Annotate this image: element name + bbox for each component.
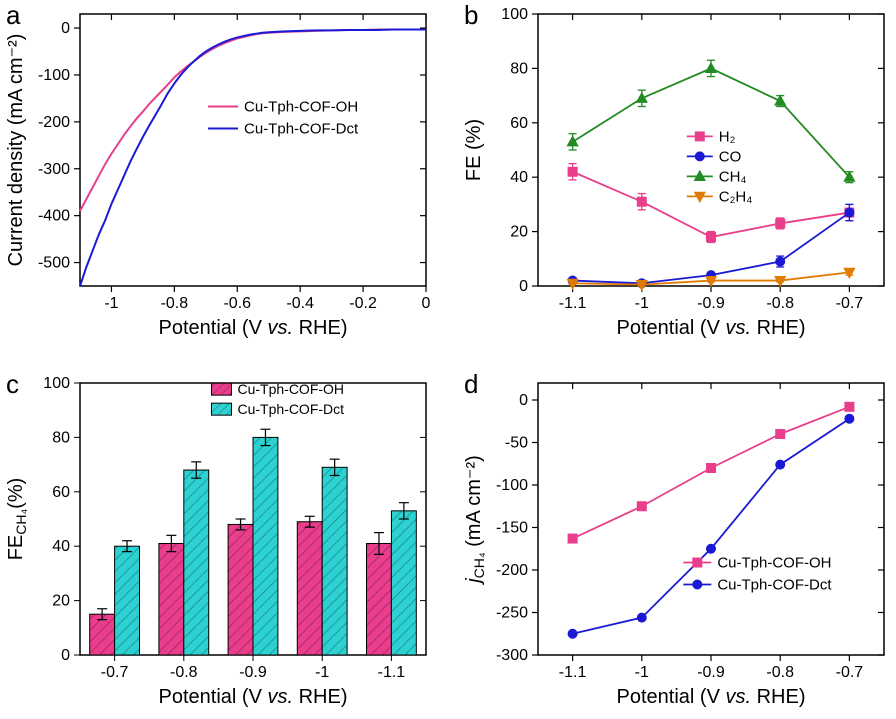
svg-text:Cu-Tph-COF-Dct: Cu-Tph-COF-Dct [237,401,344,417]
svg-text:-0.4: -0.4 [286,295,314,312]
svg-text:-200: -200 [38,114,70,131]
svg-text:-50: -50 [505,435,528,452]
svg-text:-0.7: -0.7 [836,664,864,681]
svg-text:Cu-Tph-COF-OH: Cu-Tph-COF-OH [717,555,831,572]
svg-text:40: 40 [52,538,70,555]
svg-text:0: 0 [422,295,431,312]
svg-text:60: 60 [52,484,70,501]
svg-text:-1: -1 [635,295,649,312]
svg-text:Potential (V vs. RHE): Potential (V vs. RHE) [617,686,806,708]
svg-text:-250: -250 [496,605,528,622]
svg-text:Cu-Tph-COF-Dct: Cu-Tph-COF-Dct [717,577,832,594]
figure: -1-0.8-0.6-0.4-0.20-500-400-300-200-1000… [0,0,896,719]
svg-text:-0.7: -0.7 [836,295,864,312]
svg-text:-0.9: -0.9 [239,664,267,681]
svg-text:Cu-Tph-COF-OH: Cu-Tph-COF-OH [237,381,344,397]
svg-text:Current density (mA cm⁻²): Current density (mA cm⁻²) [5,34,27,267]
svg-text:40: 40 [510,169,528,186]
svg-text:-400: -400 [38,208,70,225]
svg-text:jCH₄ (mA cm⁻²): jCH₄ (mA cm⁻²) [463,455,487,586]
svg-text:-0.8: -0.8 [161,295,189,312]
svg-text:-1: -1 [315,664,329,681]
svg-text:0: 0 [61,20,70,37]
svg-text:-100: -100 [496,477,528,494]
svg-text:20: 20 [510,224,528,241]
svg-text:-200: -200 [496,562,528,579]
svg-text:-1.1: -1.1 [559,664,587,681]
svg-text:FECH₄(%): FECH₄(%) [5,478,29,561]
svg-text:Potential (V vs. RHE): Potential (V vs. RHE) [159,317,348,339]
svg-text:100: 100 [43,375,70,392]
svg-text:c: c [6,369,19,399]
svg-text:FE (%): FE (%) [463,119,485,181]
svg-text:H₂: H₂ [719,128,736,145]
svg-text:100: 100 [501,6,528,23]
svg-text:-0.8: -0.8 [170,664,198,681]
svg-text:C₂H₄: C₂H₄ [719,188,753,205]
svg-text:0: 0 [519,392,528,409]
svg-text:Potential (V vs. RHE): Potential (V vs. RHE) [617,317,806,339]
svg-text:-300: -300 [38,161,70,178]
svg-text:-300: -300 [496,647,528,664]
svg-text:-0.8: -0.8 [766,295,794,312]
svg-text:-1: -1 [104,295,118,312]
svg-text:Potential (V vs. RHE): Potential (V vs. RHE) [159,686,348,708]
svg-text:d: d [464,369,478,399]
svg-text:-0.9: -0.9 [697,295,725,312]
svg-text:0: 0 [519,278,528,295]
svg-text:-150: -150 [496,520,528,537]
svg-text:-0.6: -0.6 [223,295,251,312]
svg-text:CH₄: CH₄ [719,168,747,185]
svg-text:b: b [464,0,478,30]
svg-text:-500: -500 [38,255,70,272]
svg-text:Cu-Tph-COF-OH: Cu-Tph-COF-OH [244,98,358,115]
svg-text:Cu-Tph-COF-Dct: Cu-Tph-COF-Dct [244,120,359,137]
svg-text:-0.7: -0.7 [101,664,129,681]
svg-text:a: a [6,0,21,30]
svg-text:-0.8: -0.8 [766,664,794,681]
svg-text:-0.9: -0.9 [697,664,725,681]
svg-text:80: 80 [52,429,70,446]
svg-text:80: 80 [510,60,528,77]
svg-text:-1.1: -1.1 [378,664,406,681]
svg-text:-0.2: -0.2 [349,295,377,312]
svg-text:0: 0 [61,647,70,664]
svg-text:-1.1: -1.1 [559,295,587,312]
svg-text:CO: CO [719,148,742,165]
svg-text:-100: -100 [38,67,70,84]
svg-text:-1: -1 [635,664,649,681]
svg-text:60: 60 [510,115,528,132]
svg-text:20: 20 [52,593,70,610]
